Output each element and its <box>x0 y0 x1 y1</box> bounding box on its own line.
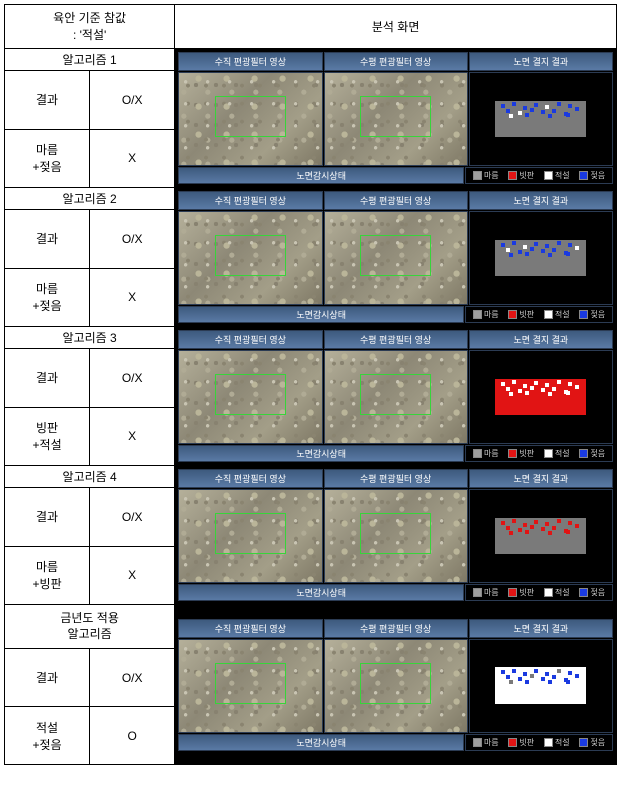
result-label: 결과 <box>5 649 90 707</box>
state-label: 빙판+적설 <box>5 407 90 465</box>
road-image <box>178 211 322 305</box>
status-bar: 노면감시상태 <box>178 734 464 751</box>
main-table: 육안 기준 참값 : '적설' 분석 화면 알고리즘 1수직 편광필터 영상수평… <box>4 4 617 765</box>
road-image <box>324 489 468 583</box>
road-image <box>324 350 468 444</box>
state-value: O <box>90 707 175 765</box>
algo-title: 알고리즘 3 <box>5 327 175 349</box>
legend: 마름빗판적설젖음 <box>465 167 613 184</box>
panel-col-header: 수직 편광필터 영상 <box>178 469 322 488</box>
state-value: X <box>90 407 175 465</box>
panel-col-header: 수평 편광필터 영상 <box>324 469 468 488</box>
roi-box <box>360 374 431 415</box>
road-image <box>178 489 322 583</box>
panel-col-header: 수직 편광필터 영상 <box>178 330 322 349</box>
detection-view <box>469 639 613 733</box>
detection-view <box>469 211 613 305</box>
result-value: O/X <box>90 488 175 546</box>
roi-box <box>360 663 431 704</box>
analysis-panel: 수직 편광필터 영상수평 편광필터 영상노면 결지 결과노면감시상태마름빗판적설… <box>175 188 617 327</box>
panel-col-header: 수직 편광필터 영상 <box>178 52 322 71</box>
algo-title: 금년도 적용알고리즘 <box>5 605 175 649</box>
roi-box <box>360 235 431 276</box>
state-value: X <box>90 546 175 604</box>
panel-col-header: 수직 편광필터 영상 <box>178 191 322 210</box>
legend: 마름빗판적설젖음 <box>465 445 613 462</box>
state-label: 마름+젖음 <box>5 268 90 326</box>
detection-view <box>469 350 613 444</box>
algo-title: 알고리즘 4 <box>5 466 175 488</box>
header-l2: : '적설' <box>73 28 106 42</box>
road-image <box>178 639 322 733</box>
analysis-panel: 수직 편광필터 영상수평 편광필터 영상노면 결지 결과노면감시상태마름빗판적설… <box>175 49 617 188</box>
legend: 마름빗판적설젖음 <box>465 584 613 601</box>
legend: 마름빗판적설젖음 <box>465 306 613 323</box>
analysis-panel: 수직 편광필터 영상수평 편광필터 영상노면 결지 결과노면감시상태마름빗판적설… <box>175 605 617 765</box>
roi-box <box>215 374 286 415</box>
road-image <box>178 72 322 166</box>
panel-col-header: 수평 편광필터 영상 <box>324 191 468 210</box>
header-right: 분석 화면 <box>175 5 617 49</box>
result-label: 결과 <box>5 349 90 407</box>
result-label: 결과 <box>5 488 90 546</box>
status-bar: 노면감시상태 <box>178 584 464 601</box>
panel-col-header: 노면 결지 결과 <box>469 330 613 349</box>
state-label: 마름+젖음 <box>5 129 90 187</box>
panel-col-header: 노면 결지 결과 <box>469 191 613 210</box>
roi-box <box>215 235 286 276</box>
road-image <box>324 72 468 166</box>
analysis-panel: 수직 편광필터 영상수평 편광필터 영상노면 결지 결과노면감시상태마름빗판적설… <box>175 466 617 605</box>
result-value: O/X <box>90 349 175 407</box>
header-l1: 육안 기준 참값 <box>53 11 126 25</box>
panel-col-header: 수평 편광필터 영상 <box>324 52 468 71</box>
panel-col-header: 수직 편광필터 영상 <box>178 619 322 638</box>
result-value: O/X <box>90 210 175 268</box>
panel-col-header: 노면 결지 결과 <box>469 469 613 488</box>
panel-col-header: 수평 편광필터 영상 <box>324 619 468 638</box>
legend: 마름빗판적설젖음 <box>465 734 613 751</box>
panel-col-header: 노면 결지 결과 <box>469 619 613 638</box>
result-label: 결과 <box>5 71 90 129</box>
panel-col-header: 노면 결지 결과 <box>469 52 613 71</box>
state-label: 적설+젖음 <box>5 707 90 765</box>
result-label: 결과 <box>5 210 90 268</box>
panel-col-header: 수평 편광필터 영상 <box>324 330 468 349</box>
algo-title: 알고리즘 1 <box>5 49 175 71</box>
roi-box <box>215 663 286 704</box>
status-bar: 노면감시상태 <box>178 167 464 184</box>
state-value: X <box>90 268 175 326</box>
result-value: O/X <box>90 71 175 129</box>
result-value: O/X <box>90 649 175 707</box>
road-image <box>324 639 468 733</box>
detection-view <box>469 489 613 583</box>
roi-box <box>215 513 286 554</box>
roi-box <box>215 96 286 137</box>
roi-box <box>360 513 431 554</box>
status-bar: 노면감시상태 <box>178 306 464 323</box>
road-image <box>178 350 322 444</box>
state-label: 마름+빙판 <box>5 546 90 604</box>
detection-view <box>469 72 613 166</box>
state-value: X <box>90 129 175 187</box>
algo-title: 알고리즘 2 <box>5 188 175 210</box>
status-bar: 노면감시상태 <box>178 445 464 462</box>
header-left: 육안 기준 참값 : '적설' <box>5 5 175 49</box>
analysis-panel: 수직 편광필터 영상수평 편광필터 영상노면 결지 결과노면감시상태마름빗판적설… <box>175 327 617 466</box>
road-image <box>324 211 468 305</box>
roi-box <box>360 96 431 137</box>
